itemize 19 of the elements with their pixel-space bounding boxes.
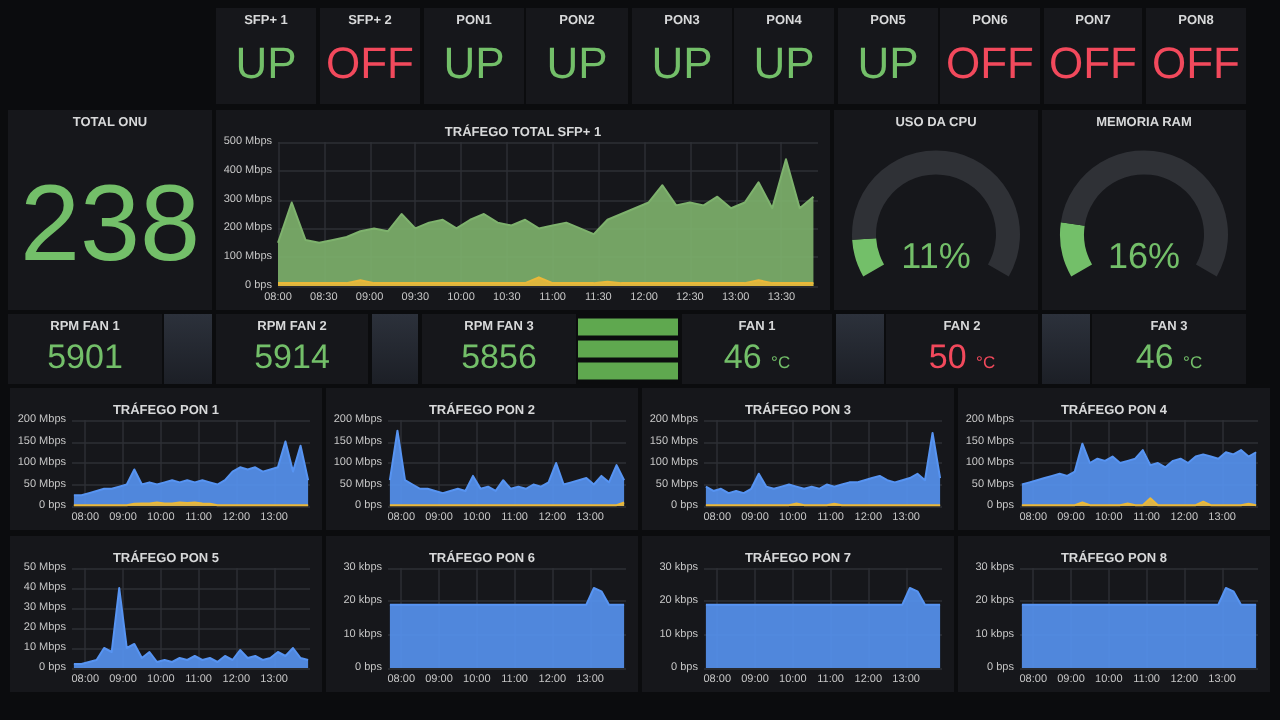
text: 50 °C [926,338,998,376]
text: 46 °C [721,338,793,376]
text: 16% [1107,236,1181,276]
text: UP [855,38,921,88]
text: 5856 [459,338,539,376]
text: OFF [944,38,1036,88]
text: 46 °C [1133,338,1205,376]
text: OFF [324,38,416,88]
text: 5914 [252,338,332,376]
text: UP [544,38,610,88]
text: 5901 [45,338,125,376]
text: OFF [1047,38,1139,88]
text: UP [441,38,507,88]
text: 11% [901,236,971,276]
text: UP [233,38,299,88]
text: 238 [17,164,203,284]
text: UP [751,38,817,88]
text: OFF [1150,38,1242,88]
text: UP [649,38,715,88]
